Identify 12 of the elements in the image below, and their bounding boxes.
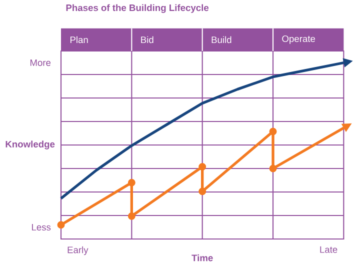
text: More: [30, 60, 51, 66]
point: [57, 221, 65, 229]
text: Plan: [70, 36, 88, 44]
text: Operate: [282, 35, 316, 44]
x-axis-title: Time: [192, 254, 213, 262]
text: Early: [68, 246, 88, 256]
text: Build: [212, 36, 232, 44]
text: Late: [320, 246, 338, 253]
text: Less: [32, 224, 51, 230]
text: Bid: [141, 36, 154, 44]
chart-title: Phases of the Building Lifecycle: [66, 4, 209, 13]
y-axis-title: Knowledge: [6, 140, 55, 150]
